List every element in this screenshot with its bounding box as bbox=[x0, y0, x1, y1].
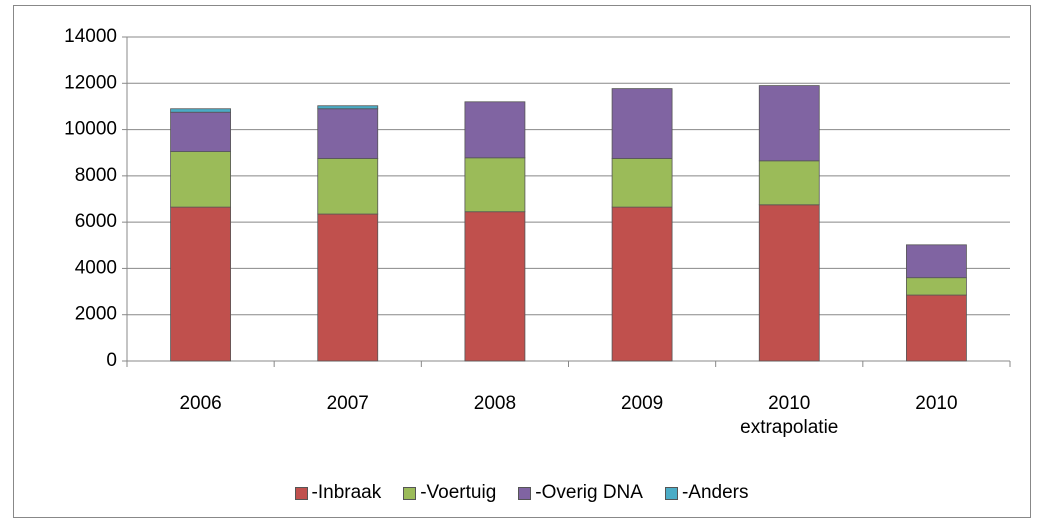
bar-segment bbox=[906, 244, 967, 279]
bar-segment bbox=[906, 277, 967, 296]
bar-segment bbox=[464, 157, 526, 213]
legend: -Inbraak -Voertuig -Overig DNA -Anders bbox=[0, 482, 1043, 504]
bar-segment bbox=[170, 151, 231, 208]
bar-segment bbox=[170, 108, 231, 113]
legend-item: -Overig DNA bbox=[518, 482, 643, 504]
y-tick-label: 12000 bbox=[64, 72, 117, 93]
y-tick-label: 0 bbox=[106, 350, 117, 371]
bar-segment bbox=[317, 213, 379, 362]
legend-item: -Inbraak bbox=[294, 482, 382, 504]
legend-label: -Overig DNA bbox=[535, 482, 643, 503]
bar-segment bbox=[611, 158, 673, 208]
y-tick-label: 4000 bbox=[75, 257, 117, 278]
legend-swatch bbox=[403, 486, 417, 500]
y-tick-label: 2000 bbox=[75, 304, 117, 325]
legend-label: -Voertuig bbox=[420, 482, 497, 503]
y-tick-label: 6000 bbox=[75, 211, 117, 232]
legend-item: -Voertuig bbox=[403, 482, 496, 504]
x-tick-label: 2007 bbox=[326, 393, 369, 414]
bar-segment bbox=[170, 111, 231, 152]
y-tick-label: 10000 bbox=[64, 119, 117, 140]
bar-segment bbox=[758, 85, 820, 162]
legend-swatch bbox=[664, 486, 678, 500]
legend-label: -Anders bbox=[681, 482, 749, 503]
bar-segment bbox=[611, 206, 673, 362]
bar-segment bbox=[464, 101, 526, 159]
x-tick-label: 2010 bbox=[915, 393, 958, 414]
legend-item: -Anders bbox=[664, 482, 749, 504]
chart-frame bbox=[13, 5, 1031, 518]
legend-swatch bbox=[294, 486, 308, 500]
bar-segment bbox=[170, 206, 231, 362]
y-tick-label: 14000 bbox=[64, 26, 117, 47]
bar-segment bbox=[464, 211, 526, 362]
bar-segment bbox=[906, 294, 967, 362]
bar-segment bbox=[317, 108, 379, 159]
x-tick-label: 2009 bbox=[620, 393, 664, 414]
y-tick-label: 8000 bbox=[75, 165, 117, 186]
bar-segment bbox=[317, 158, 379, 215]
x-tick-label: 2006 bbox=[179, 393, 222, 414]
legend-label: -Inbraak bbox=[311, 482, 382, 503]
bar-segment bbox=[611, 88, 673, 159]
bar-segment bbox=[758, 160, 820, 206]
bar-segment bbox=[758, 204, 820, 362]
x-tick-label: 2010 extrapolatie bbox=[740, 393, 839, 438]
legend-swatch bbox=[518, 486, 532, 500]
x-tick-label: 2008 bbox=[473, 393, 517, 414]
bar-segment bbox=[317, 105, 379, 110]
